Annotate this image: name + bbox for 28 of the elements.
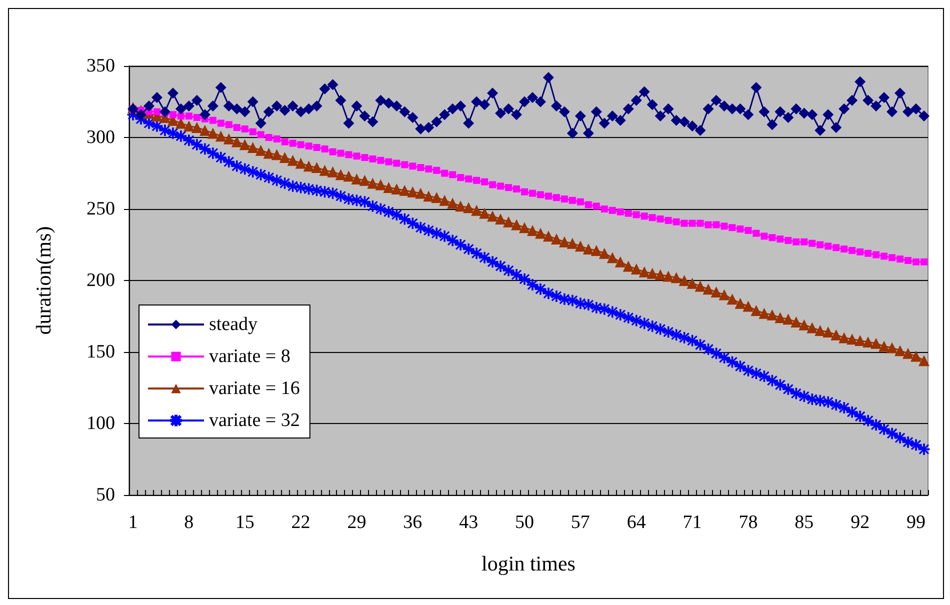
x-tick-label: 22 [291, 512, 310, 533]
x-tick-label: 57 [570, 512, 590, 533]
y-tick-label: 50 [96, 484, 115, 506]
x-tick-label: 43 [459, 512, 478, 533]
y-tick-label: 200 [86, 270, 115, 291]
legend-label: variate = 32 [209, 410, 300, 431]
x-tick-label: 85 [794, 512, 814, 533]
y-tick-label: 100 [86, 413, 115, 434]
y-tick-label: 300 [86, 127, 115, 148]
y-tick-label: 150 [86, 342, 115, 362]
x-axis-title: login times [482, 552, 576, 576]
legend-label: variate = 16 [209, 378, 300, 399]
x-tick-label: 29 [347, 512, 366, 533]
x-tick-label: 50 [515, 512, 534, 533]
legend-label: steady [209, 314, 258, 335]
x-tick-label: 8 [184, 512, 194, 533]
x-tick-label: 1 [128, 512, 138, 533]
x-tick-label: 92 [850, 512, 870, 533]
y-axis-title: duration(ms) [32, 226, 56, 335]
y-tick-label: 250 [86, 198, 115, 220]
x-tick-label: 15 [235, 512, 254, 533]
legend-label: variate = 8 [209, 346, 290, 367]
x-tick-label: 36 [403, 512, 422, 533]
x-tick-label: 71 [682, 512, 702, 533]
y-tick-label: 350 [86, 56, 115, 76]
x-tick-label: 64 [626, 512, 646, 533]
x-tick-label: 99 [906, 512, 926, 533]
x-tick-label: 78 [738, 512, 758, 533]
